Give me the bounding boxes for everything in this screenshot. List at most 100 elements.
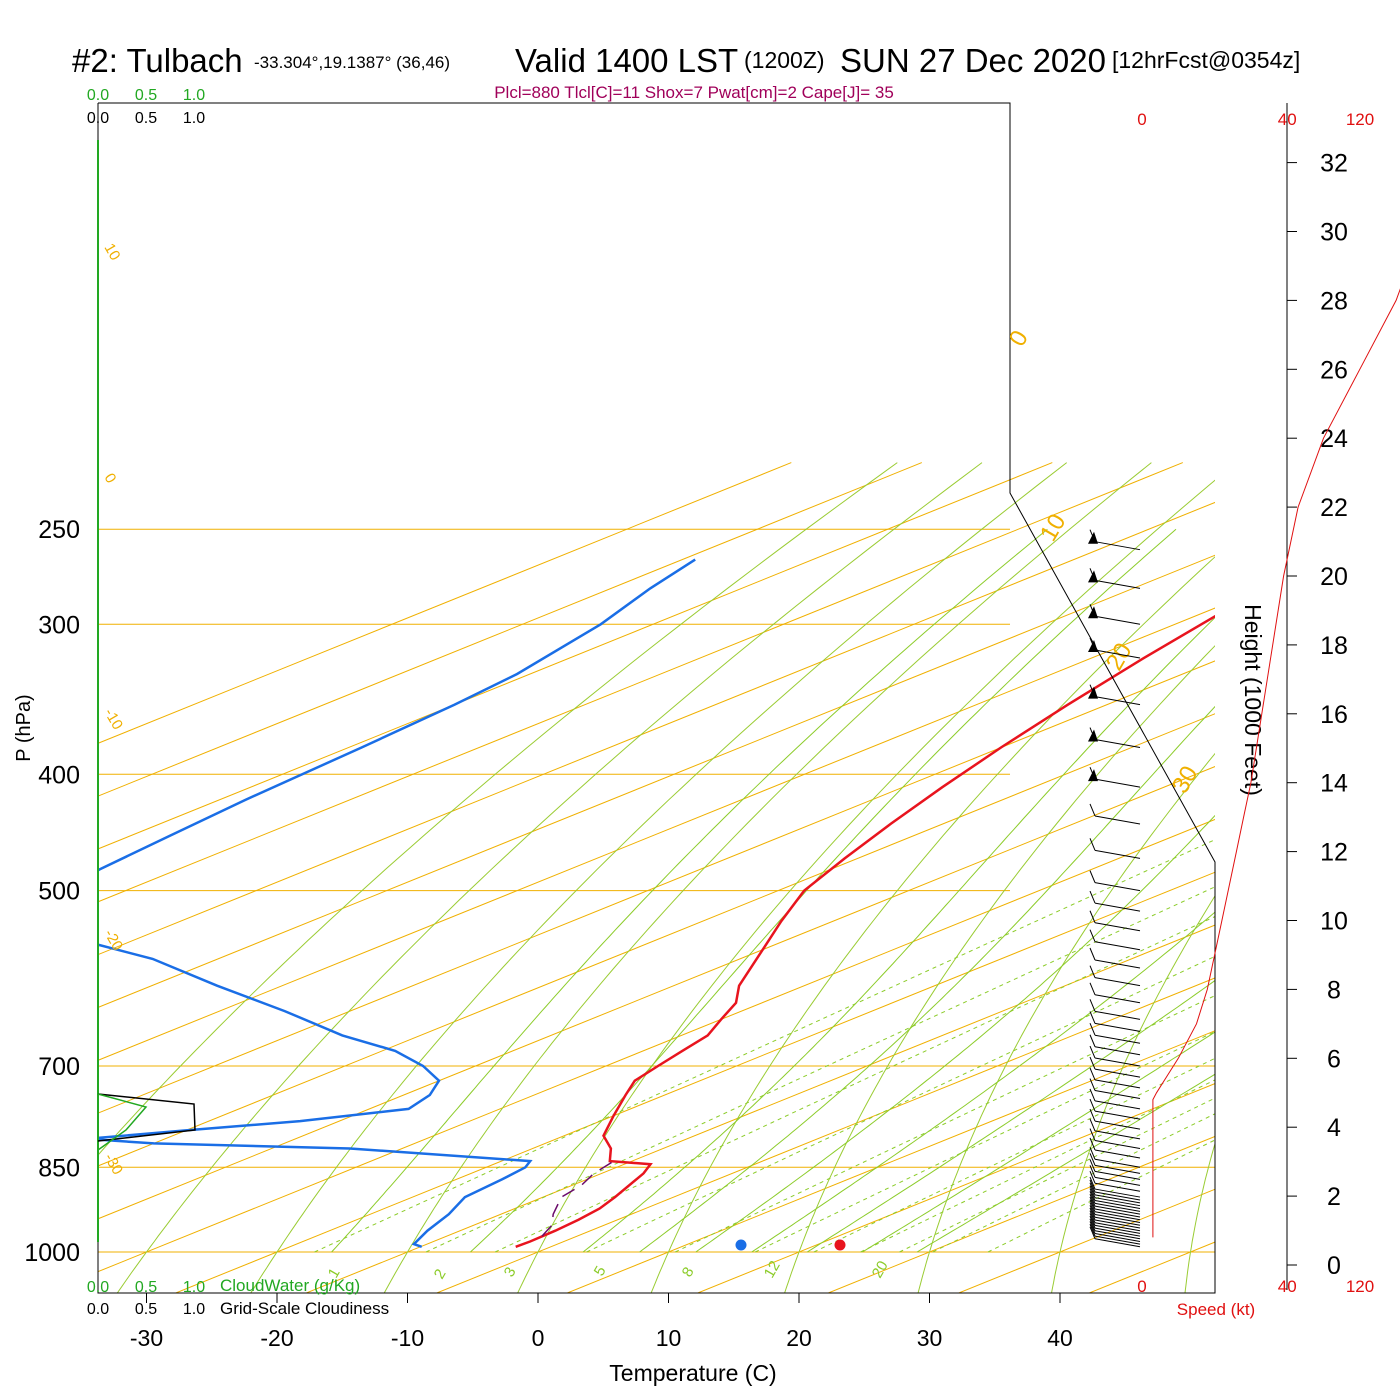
barb-shaft [1094, 1140, 1141, 1150]
mixing-ratio-label: 2 [431, 1266, 450, 1282]
barb-shaft [1094, 1182, 1141, 1192]
barb-shaft [1094, 1079, 1141, 1089]
dry-adiabat [917, 752, 1215, 1293]
cloudwater-tick-top: 0.0 [87, 87, 109, 104]
barb-flag [1089, 1210, 1096, 1223]
wind-barb [1089, 1199, 1141, 1221]
barb-shaft [1094, 1230, 1141, 1240]
x-tick-label: -20 [260, 1325, 293, 1351]
mixing-ratio-label: 20 [869, 1258, 892, 1281]
barb-flag [1089, 1147, 1096, 1160]
wind-barb [1089, 1226, 1141, 1248]
height-tick-label: 24 [1320, 425, 1348, 453]
speed-tick-top: 0 [1137, 110, 1146, 129]
barb-shaft [1094, 959, 1141, 969]
plot-frame [97, 102, 1216, 1294]
barb-shaft [1094, 1216, 1141, 1226]
barb-shaft [1094, 1130, 1141, 1140]
wind-barb [1089, 1215, 1141, 1237]
barb-shaft [1094, 1068, 1141, 1078]
isotherm-10 [565, 1030, 1215, 1293]
barb-flag [1089, 929, 1096, 942]
height-tick-label: 28 [1320, 287, 1348, 315]
speed-tick-bottom: 120 [1346, 1277, 1374, 1296]
barb-shaft [1094, 1235, 1141, 1245]
cloudiness-tick-top: 0.0 [87, 110, 109, 127]
wind-barb [1089, 1210, 1141, 1232]
barb-pennant [1088, 769, 1098, 782]
dry-adiabat [1184, 1142, 1215, 1293]
wind-speed-profile [1152, 288, 1400, 1238]
barb-shaft [1094, 941, 1141, 951]
isotherm-label: -10 [101, 706, 127, 733]
isotherm-0 [435, 977, 1215, 1293]
isotherm--110 [98, 462, 1053, 850]
barb-pennant [1088, 729, 1098, 742]
barb-shaft [1094, 815, 1141, 825]
mixing-ratio-line [425, 886, 1215, 1253]
barb-flag [1089, 1118, 1096, 1132]
isotherm-label: 10 [1035, 509, 1072, 546]
barb-flag [1089, 1185, 1096, 1198]
barb-shaft [1094, 1057, 1141, 1067]
barb-flag [1089, 1176, 1096, 1190]
barb-flag [1089, 1137, 1096, 1151]
dry-adiabat [250, 462, 1068, 1293]
height-tick-label: 20 [1320, 563, 1348, 591]
isotherm--20 [174, 871, 1215, 1293]
wind-barb [1089, 1045, 1141, 1067]
barb-flag [1089, 870, 1096, 883]
cloudwater-tick-top: 1.0 [183, 87, 205, 104]
barb-flag [1089, 1011, 1096, 1024]
barb-shaft [1094, 1010, 1141, 1020]
barb-shaft [1094, 739, 1141, 749]
wind-barb [1089, 1223, 1141, 1245]
height-tick-label: 8 [1327, 976, 1341, 1004]
wind-barb [1089, 1108, 1141, 1130]
barb-flag [1089, 1078, 1096, 1091]
barb-shaft [1094, 1219, 1141, 1229]
isotherm--80 [98, 554, 1215, 1009]
dry-adiabat [383, 462, 1152, 1293]
barb-shaft [1094, 579, 1141, 589]
isotherm-label: -20 [101, 927, 127, 954]
mixing-ratio-line [754, 1031, 1215, 1253]
barb-flag [1089, 1188, 1096, 1201]
wind-barb [1089, 1098, 1141, 1120]
wind-barb [1088, 684, 1141, 706]
barb-shaft [1094, 1149, 1141, 1159]
barb-flag [1089, 1165, 1096, 1178]
params-line: Plcl=880 Tlcl[C]=11 Shox=7 Pwat[cm]=2 Ca… [494, 83, 894, 102]
wind-barb [1089, 965, 1141, 987]
barb-flag [1089, 1179, 1096, 1193]
title-forecast: [12hrFcst@0354z] [1112, 47, 1300, 73]
barb-flag [1089, 1088, 1096, 1102]
isotherm--100 [98, 462, 1184, 903]
moist-adiabat [639, 705, 1215, 1253]
title-valid: Valid 1400 LST [515, 42, 738, 79]
wind-barb [1089, 1179, 1141, 1201]
barb-shaft [1094, 1191, 1141, 1201]
title-location: -33.304°,19.1387° (36,46) [254, 53, 450, 72]
cloudiness-tick-top: 1.0 [183, 110, 205, 127]
barb-flag [1089, 1223, 1096, 1237]
wind-barb [1089, 1202, 1141, 1223]
barb-flag [1089, 1128, 1096, 1141]
barb-flag [1089, 1191, 1096, 1204]
barb-shaft [1094, 994, 1141, 1004]
speed-tick-bottom: 0 [1137, 1277, 1146, 1296]
wind-barb [1089, 1088, 1141, 1110]
wind-barb [1088, 568, 1141, 589]
isotherm-label: 0 [1004, 326, 1034, 351]
barb-shaft [1094, 1214, 1141, 1223]
barb-pennant [1088, 606, 1098, 619]
wind-barb [1089, 1067, 1141, 1089]
wind-barb [1089, 999, 1141, 1020]
barb-shaft [1094, 1110, 1141, 1120]
barb-shaft [1094, 1205, 1141, 1215]
x-tick-label: 0 [532, 1325, 545, 1351]
barb-flag [1089, 1207, 1096, 1221]
isotherm--40 [98, 766, 1215, 1220]
barb-flag [1089, 1193, 1096, 1207]
height-tick-label: 14 [1320, 770, 1348, 798]
